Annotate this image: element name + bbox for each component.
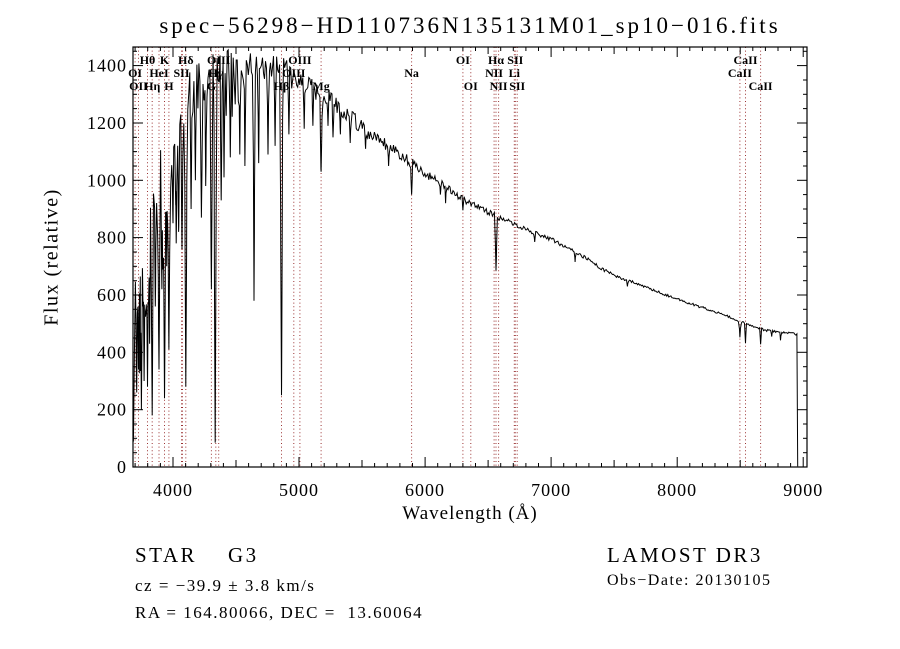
plot-title: spec−56298−HD110736N135131M01_sp10−016.f… xyxy=(159,13,781,38)
y-tick-label: 0 xyxy=(117,457,127,477)
spectral-line-label: SII xyxy=(173,66,189,80)
y-tick-label: 600 xyxy=(97,285,127,305)
y-tick-label: 1400 xyxy=(87,56,127,76)
spectral-line-label: SII xyxy=(507,53,523,67)
x-tick-label: 9000 xyxy=(783,480,823,500)
spectral-line-label: OI xyxy=(464,79,478,93)
spectral-line-label: NII xyxy=(485,66,503,80)
spectral-line-label: Hθ xyxy=(140,53,156,67)
spectral-line-label: OI xyxy=(128,66,142,80)
y-tick-label: 800 xyxy=(97,228,127,248)
spectral-line-label: CaII xyxy=(728,66,752,80)
y-tick-label: 400 xyxy=(97,342,127,362)
spectral-line-label: OI xyxy=(456,53,470,67)
spectral-line-label: OIII xyxy=(288,53,312,67)
spectral-line-label: CaII xyxy=(749,79,773,93)
spectral-line-label: OIII xyxy=(207,53,231,67)
spectral-line-label: Hδ xyxy=(178,53,194,67)
object-class-label: STAR G3 xyxy=(135,543,259,567)
x-tick-label: 7000 xyxy=(531,480,571,500)
spectral-line-label: CaII xyxy=(733,53,757,67)
spectral-line-label: OIII xyxy=(282,66,306,80)
spectral-line-label: OII xyxy=(129,79,148,93)
spectral-line-label: Li xyxy=(509,66,521,80)
x-tick-label: 5000 xyxy=(279,480,319,500)
spectral-line-label: Hγ xyxy=(208,66,223,80)
y-tick-label: 200 xyxy=(97,400,127,420)
radial-velocity-label: cz = −39.9 ± 3.8 km/s xyxy=(135,576,316,595)
spectral-line-label: Hα xyxy=(488,53,504,67)
spectral-line-label: G xyxy=(207,79,216,93)
y-tick-label: 1000 xyxy=(87,170,127,190)
obs-date-label: Obs−Date: 20130105 xyxy=(607,572,772,589)
spectral-line-label: Na xyxy=(404,66,419,80)
spectral-line-label: SII xyxy=(509,79,525,93)
spectral-line-label: H xyxy=(164,79,174,93)
spectral-line-label: Hη xyxy=(144,79,160,93)
x-tick-label: 4000 xyxy=(153,480,193,500)
spectral-line-label: HeI xyxy=(149,66,169,80)
spectral-line-label: NII xyxy=(490,79,508,93)
ra-dec-label: RA = 164.80066, DEC = 13.60064 xyxy=(135,603,424,622)
x-tick-label: 6000 xyxy=(405,480,445,500)
x-axis-label: Wavelength (Å) xyxy=(402,503,538,524)
x-tick-label: 8000 xyxy=(657,480,697,500)
spectral-line-label: K xyxy=(160,53,170,67)
y-tick-label: 1200 xyxy=(87,113,127,133)
plot-frame xyxy=(132,46,808,468)
spectrum-curve xyxy=(132,48,799,467)
survey-release-label: LAMOST DR3 xyxy=(607,543,763,567)
spectral-line-label: Mg xyxy=(312,79,329,93)
spectral-line-label: Hβ xyxy=(274,79,290,93)
